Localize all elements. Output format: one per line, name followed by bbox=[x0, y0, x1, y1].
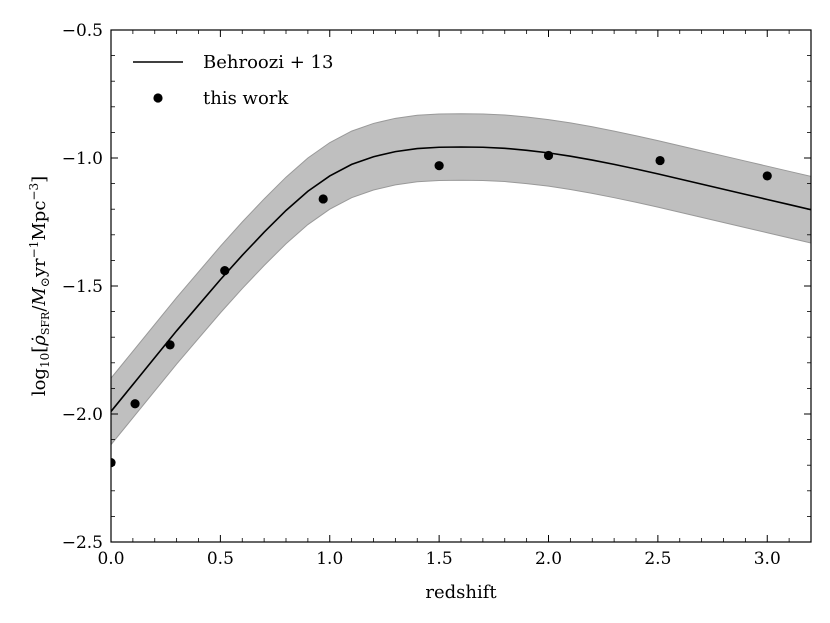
y-tick-label: −1.0 bbox=[62, 149, 103, 169]
y-label-rho: ρ̇ bbox=[29, 335, 50, 347]
y-axis-label: log10[ρ̇SFR/M⊙yr−1Mpc−3] bbox=[27, 176, 52, 396]
tick-labels-layer: 0.0 0.5 1.0 1.5 2.0 2.5 3.0 −2.5 −2.0 −1.5 −1.0 −0.… bbox=[62, 21, 781, 569]
y-label-mpc: Mpc bbox=[29, 201, 50, 241]
x-tick-label: 2.0 bbox=[535, 549, 562, 569]
y-label-close-bracket: ] bbox=[29, 176, 50, 183]
axes-layer bbox=[110, 29, 812, 543]
x-axis-label: redshift bbox=[425, 582, 497, 603]
y-label-log-base: 10 bbox=[38, 353, 52, 368]
data-point bbox=[165, 340, 175, 350]
data-point bbox=[220, 266, 230, 276]
data-point bbox=[655, 155, 665, 166]
x-tick-label: 1.5 bbox=[426, 549, 453, 569]
x-tick-label: 3.0 bbox=[754, 549, 781, 569]
x-tick-label: 2.5 bbox=[644, 549, 671, 569]
y-label-rho-sub: SFR bbox=[39, 311, 52, 335]
data-point bbox=[130, 399, 140, 409]
x-tick-label: 0.5 bbox=[207, 549, 234, 569]
y-label-slash: / bbox=[29, 305, 50, 312]
data-point bbox=[434, 161, 444, 171]
uncertainty-band bbox=[111, 113, 811, 445]
y-label-mass-sub: ⊙ bbox=[38, 277, 52, 287]
legend-point-swatch bbox=[153, 93, 163, 103]
data-point bbox=[543, 150, 554, 161]
legend-label-data: this work bbox=[203, 88, 289, 109]
y-label-mpc-exp: −3 bbox=[27, 183, 41, 201]
y-tick-label: −2.0 bbox=[62, 405, 103, 425]
y-label-yr-exp: −1 bbox=[27, 241, 41, 259]
uncertainty-band-layer bbox=[111, 113, 811, 446]
band-upper-edge bbox=[111, 113, 811, 379]
y-label-log: log bbox=[29, 368, 50, 396]
y-tick-label: −2.5 bbox=[62, 533, 103, 553]
x-tick-label: 0.0 bbox=[97, 549, 124, 569]
y-label-yr: yr bbox=[29, 258, 50, 278]
data-points-layer bbox=[111, 150, 772, 468]
y-label-open-bracket: [ bbox=[29, 346, 50, 353]
legend: Behroozi + 13 this work bbox=[133, 52, 333, 109]
band-lower-edge bbox=[111, 179, 811, 446]
y-label-mass: M bbox=[29, 287, 50, 307]
legend-label-model: Behroozi + 13 bbox=[203, 52, 333, 73]
y-tick-label: −0.5 bbox=[62, 21, 103, 41]
x-tick-label: 1.0 bbox=[316, 549, 343, 569]
y-tick-label: −1.5 bbox=[62, 277, 103, 297]
data-point bbox=[318, 194, 328, 204]
data-point bbox=[762, 171, 772, 181]
